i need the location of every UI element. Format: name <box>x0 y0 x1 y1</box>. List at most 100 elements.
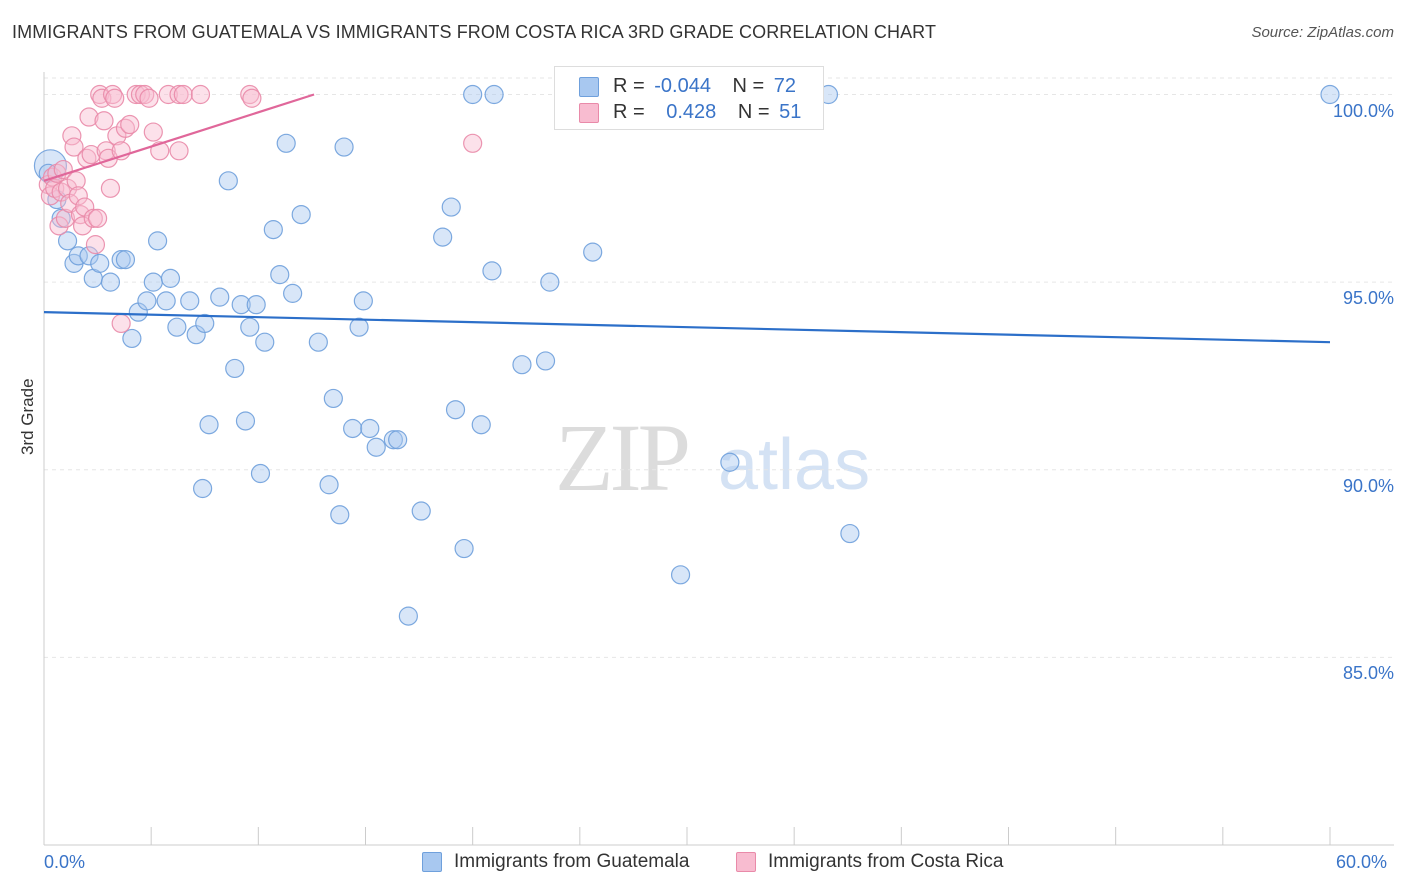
point-costa-rica <box>105 88 125 108</box>
n-value: 72 <box>773 75 797 97</box>
point-guatemala <box>218 171 238 191</box>
point-guatemala <box>51 208 71 228</box>
point-costa-rica <box>83 208 103 228</box>
r-value: -0.044 <box>654 75 711 97</box>
point-guatemala <box>360 418 380 439</box>
point-guatemala <box>167 317 187 337</box>
legend-label-guatemala: Immigrants from Guatemala <box>454 851 690 872</box>
point-guatemala <box>246 295 266 315</box>
point-guatemala <box>276 133 296 153</box>
r-label: R = <box>613 101 645 123</box>
legend-stats-guatemala: R = -0.044 N = 72 <box>613 75 796 98</box>
point-guatemala <box>160 268 181 288</box>
point-costa-rica <box>87 208 108 228</box>
point-costa-rica <box>120 114 140 135</box>
trendline-guatemala <box>43 311 1331 344</box>
point-guatemala <box>398 606 418 626</box>
point-guatemala <box>411 501 431 521</box>
trendline-costa-rica <box>43 93 315 182</box>
x-tick-label-max: 60.0% <box>1336 852 1388 872</box>
stats-legend: R = -0.044 N = 72 R = 0.428 N = 51 <box>554 66 824 130</box>
point-costa-rica <box>72 216 93 236</box>
point-guatemala <box>250 463 271 484</box>
point-costa-rica <box>173 84 193 105</box>
point-guatemala <box>263 220 283 240</box>
point-guatemala <box>270 265 290 285</box>
point-guatemala <box>210 287 230 307</box>
point-costa-rica <box>143 122 163 142</box>
point-guatemala <box>319 475 339 495</box>
r-label: R = <box>613 75 645 97</box>
point-guatemala <box>255 332 275 352</box>
point-guatemala <box>540 272 560 292</box>
x-tick-label-min: 0.0% <box>44 852 86 872</box>
chart-title: IMMIGRANTS FROM GUATEMALA VS IMMIGRANTS … <box>12 22 937 42</box>
point-guatemala <box>225 358 245 379</box>
point-costa-rica <box>68 186 88 206</box>
point-costa-rica <box>55 208 76 228</box>
point-guatemala <box>100 272 121 292</box>
point-guatemala <box>68 246 88 266</box>
point-costa-rica <box>111 313 131 334</box>
point-guatemala <box>283 283 303 303</box>
point-costa-rica <box>169 141 189 161</box>
point-guatemala <box>115 250 136 270</box>
n-value: 51 <box>779 101 802 123</box>
point-guatemala <box>308 332 328 352</box>
point-guatemala <box>291 204 311 225</box>
point-guatemala <box>583 242 603 262</box>
point-costa-rica <box>79 107 99 127</box>
point-guatemala <box>137 291 157 311</box>
legend-swatch-guatemala <box>422 852 442 872</box>
y-tick-label: 100.0% <box>1332 100 1394 121</box>
point-guatemala <box>535 351 556 371</box>
point-guatemala <box>720 452 740 472</box>
point-guatemala <box>454 538 474 559</box>
point-guatemala <box>840 523 860 544</box>
y-tick-label: 90.0% <box>1342 475 1394 496</box>
point-costa-rica <box>139 88 159 108</box>
point-costa-rica <box>49 216 69 236</box>
point-costa-rica <box>242 88 262 108</box>
point-guatemala <box>463 84 483 105</box>
point-guatemala <box>90 253 110 273</box>
point-guatemala <box>366 437 386 457</box>
source-credit: Source: ZipAtlas.com <box>1251 24 1394 41</box>
point-guatemala <box>156 291 176 311</box>
point-guatemala <box>235 411 256 431</box>
point-guatemala <box>353 291 373 311</box>
point-guatemala <box>445 400 466 420</box>
legend-swatch-costa-rica <box>736 852 756 872</box>
point-guatemala <box>334 137 354 157</box>
point-guatemala <box>199 415 219 435</box>
point-guatemala <box>512 355 532 375</box>
point-costa-rica <box>96 141 116 161</box>
point-guatemala <box>323 388 343 409</box>
point-costa-rica <box>100 178 121 198</box>
point-guatemala <box>111 250 131 270</box>
point-costa-rica <box>158 84 178 105</box>
point-guatemala <box>147 231 168 251</box>
point-guatemala <box>349 317 369 337</box>
watermark-zip: ZIP <box>555 404 691 511</box>
legend-swatch-guatemala <box>579 77 599 97</box>
point-guatemala <box>343 418 363 439</box>
legend-label-costa-rica: Immigrants from Costa Rica <box>768 851 1004 872</box>
point-guatemala <box>1320 84 1340 105</box>
legend-swatch-costa-rica <box>579 103 599 123</box>
n-label: N = <box>732 75 765 97</box>
point-guatemala <box>388 430 408 450</box>
point-guatemala <box>143 272 163 292</box>
point-guatemala <box>330 505 350 525</box>
point-guatemala <box>79 246 99 266</box>
n-label: N = <box>737 101 770 123</box>
point-costa-rica <box>85 235 106 255</box>
point-guatemala <box>471 415 491 435</box>
point-guatemala <box>484 84 504 105</box>
y-axis-label: 3rd Grade <box>18 378 37 455</box>
point-guatemala <box>670 565 691 585</box>
y-tick-label: 95.0% <box>1342 288 1394 309</box>
r-value: 0.428 <box>666 101 717 123</box>
point-guatemala <box>195 313 215 334</box>
